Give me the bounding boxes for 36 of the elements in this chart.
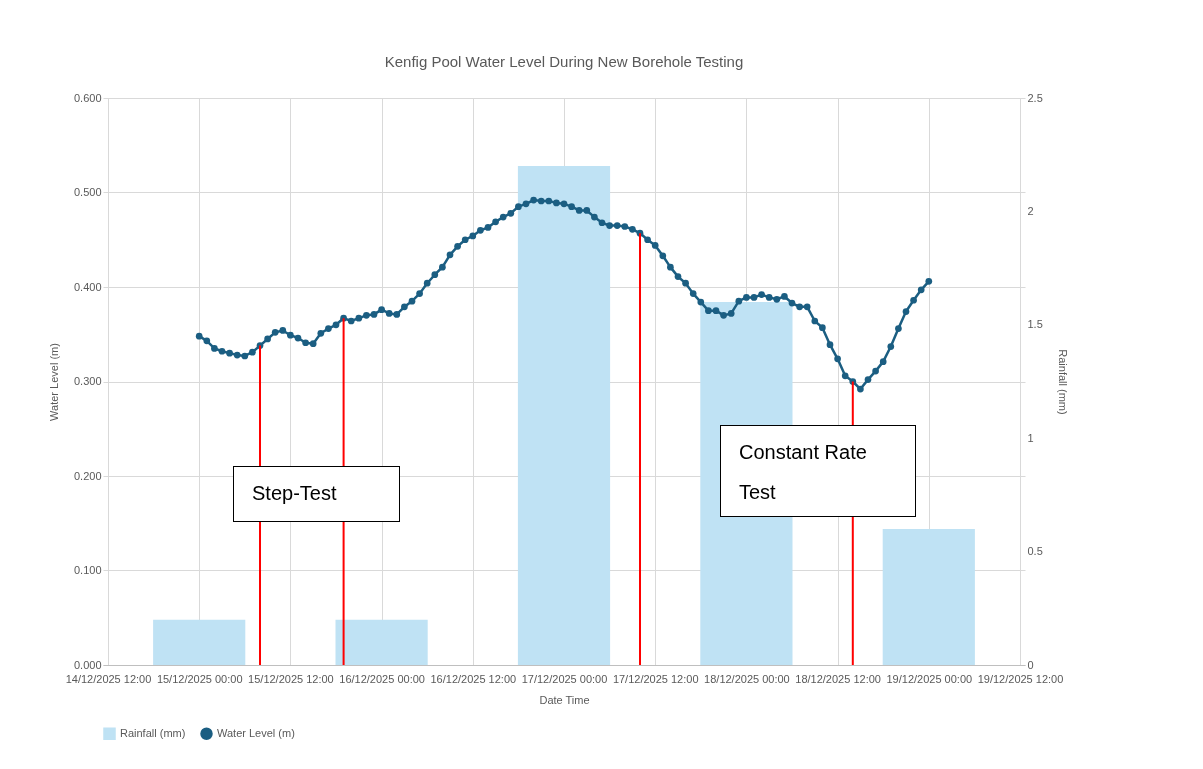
x-tick-label: 17/12/2025 00:00 [521,672,608,685]
y-tick-label: 0.300 [73,375,102,387]
y2-tick-label: 2 [1027,204,1034,217]
y-tick-label: 0.000 [73,658,102,671]
y-tick-label: 0.100 [73,564,102,576]
y-tick-label: 0.500 [73,186,102,198]
x-tick-label: 17/12/2025 12:00 [612,672,699,685]
y-axis-title: Water Level (m) [47,343,60,421]
bar [517,166,611,665]
x-tick-label: 19/12/2025 12:00 [977,672,1064,685]
x-tick-label: 14/12/2025 12:00 [65,672,152,685]
y2-tick-label: 0 [1027,658,1034,671]
x-tick-label: 18/12/2025 12:00 [795,672,881,685]
note-box: Constant Rate Test [720,425,916,517]
y2-tick-label: 2.5 [1027,91,1043,104]
y-tick-label: 0.200 [73,469,102,482]
note-box: Step-Test [233,466,400,522]
y-tick-label: 0.400 [73,280,102,293]
y-tick-label: 0.600 [73,91,102,104]
x-tick-label: 15/12/2025 00:00 [156,672,243,685]
legend-label: Water Level (m) [217,726,295,739]
bar [882,528,975,665]
x-tick-label: 16/12/2025 12:00 [430,672,517,685]
y2-tick-label: 0.5 [1027,545,1043,558]
legend-label: Rainfall (mm) [120,726,186,739]
y2-tick-label: 1 [1027,431,1034,444]
x-tick-label: 18/12/2025 00:00 [704,672,790,685]
x-tick-label: 19/12/2025 00:00 [886,672,973,685]
y2-tick-label: 1.5 [1027,318,1043,331]
bar [335,619,428,665]
y2-axis-title: Rainfall (mm) [1056,349,1069,415]
x-tick-label: 16/12/2025 00:00 [339,672,425,685]
chart-title: Kenfig Pool Water Level During New Borehole Testing [384,53,744,70]
x-axis-title: Date Time [539,693,590,706]
bar [153,619,246,665]
x-tick-label: 15/12/2025 12:00 [248,672,334,685]
